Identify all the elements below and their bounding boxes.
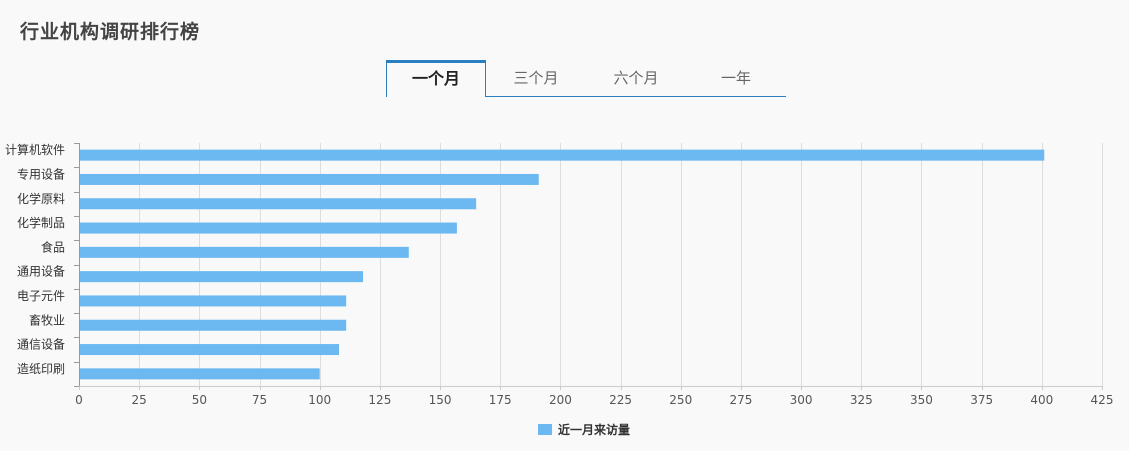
x-tick-label: 150 bbox=[429, 393, 452, 407]
tab-three-months[interactable]: 三个月 bbox=[513, 69, 559, 87]
bar bbox=[80, 319, 347, 331]
bar bbox=[80, 344, 339, 356]
page-title: 行业机构调研排行榜 bbox=[20, 21, 201, 43]
bar bbox=[80, 173, 539, 185]
legend-label: 近一月来访量 bbox=[558, 422, 630, 437]
category-label: 造纸印刷 bbox=[17, 362, 65, 376]
category-label: 专用设备 bbox=[17, 166, 65, 181]
x-tick-label: 425 bbox=[1091, 393, 1114, 407]
tab-one-year[interactable]: 一年 bbox=[720, 69, 751, 87]
bar bbox=[80, 246, 409, 258]
x-tick-label: 75 bbox=[252, 393, 267, 407]
bar bbox=[80, 295, 347, 307]
x-tick-label: 100 bbox=[308, 393, 331, 407]
x-tick-label: 0 bbox=[75, 393, 83, 407]
x-tick-label: 200 bbox=[549, 393, 572, 407]
category-label: 通信设备 bbox=[17, 338, 65, 352]
x-tick-label: 300 bbox=[790, 393, 813, 407]
category-label: 化学制品 bbox=[17, 215, 65, 230]
bar bbox=[80, 149, 1045, 161]
category-label: 计算机软件 bbox=[5, 142, 65, 157]
x-tick-label: 325 bbox=[850, 393, 873, 407]
bar bbox=[80, 222, 457, 234]
x-tick-label: 275 bbox=[729, 393, 752, 407]
category-label: 畜牧业 bbox=[29, 312, 65, 327]
period-tabs: 一个月 三个月 六个月 一年 bbox=[386, 60, 786, 97]
tab-six-months[interactable]: 六个月 bbox=[613, 69, 659, 87]
tab-one-month[interactable]: 一个月 bbox=[386, 60, 486, 97]
category-label: 电子元件 bbox=[17, 289, 65, 303]
x-tick-label: 225 bbox=[609, 393, 632, 407]
x-tick-label: 25 bbox=[132, 393, 147, 407]
x-tick-label: 375 bbox=[970, 393, 993, 407]
bar bbox=[80, 368, 320, 380]
x-tick-label: 125 bbox=[368, 393, 391, 407]
legend-swatch bbox=[538, 424, 552, 435]
x-tick-label: 250 bbox=[669, 393, 692, 407]
x-tick-label: 50 bbox=[192, 393, 207, 407]
category-label: 食品 bbox=[41, 239, 65, 254]
bar bbox=[80, 198, 477, 210]
category-label: 通用设备 bbox=[17, 265, 65, 279]
bar bbox=[80, 271, 364, 283]
x-tick-label: 175 bbox=[489, 393, 512, 407]
x-tick-label: 400 bbox=[1030, 393, 1053, 407]
category-label: 化学原料 bbox=[17, 191, 65, 206]
x-tick-label: 350 bbox=[910, 393, 933, 407]
